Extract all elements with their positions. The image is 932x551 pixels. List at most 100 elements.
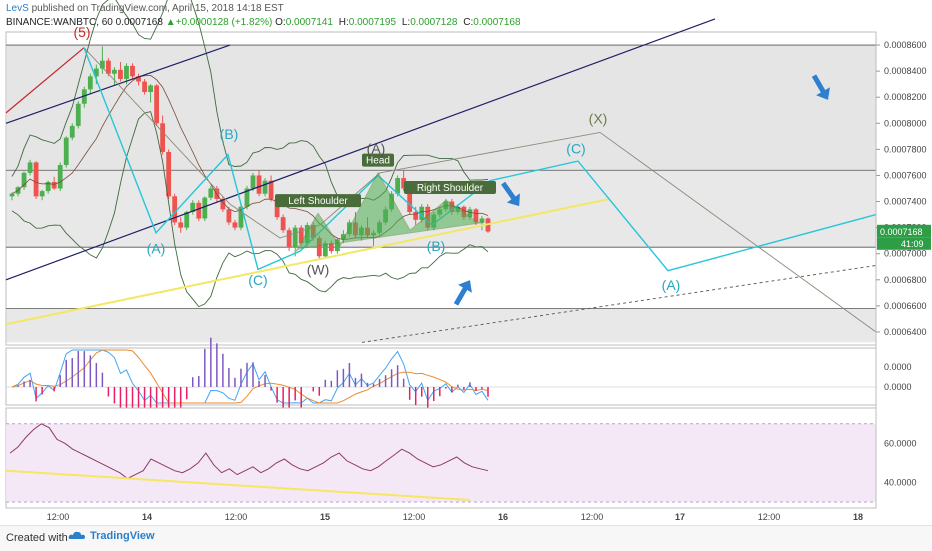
candle — [99, 46, 105, 74]
down-arrow-icon — [811, 74, 830, 100]
signal-line — [11, 349, 489, 404]
candle-body — [268, 180, 274, 199]
time-axis[interactable]: 12:00 14 12:00 15 12:00 16 12:00 17 12:00 18 — [6, 507, 876, 522]
wave-label: (A) — [147, 241, 166, 257]
symbol-bar: BINANCE:WANBTC, 60 0.0007168 ▲+0.0000128… — [6, 17, 524, 28]
candle — [220, 196, 226, 212]
countdown-label: 41:09 — [901, 239, 924, 249]
price-tick-label: 0.0006600 — [884, 301, 927, 311]
candle-body — [328, 243, 334, 252]
symbol-label[interactable]: BINANCE:WANBTC, 60 — [6, 17, 113, 28]
candle-body — [124, 65, 129, 79]
macd-line — [11, 349, 489, 404]
candle — [154, 84, 160, 126]
time-tick-label: 12:00 — [47, 512, 70, 522]
macd-tick-label: 0.0000 — [884, 362, 912, 372]
candle — [33, 161, 39, 199]
up-arrow-icon — [453, 280, 472, 306]
time-tick-label: 12:00 — [581, 512, 604, 522]
candle — [419, 204, 425, 223]
candle-body — [130, 65, 135, 77]
price-pane[interactable]: Left Shoulder Head Right Shoulder (5) (B) (A)… — [5, 0, 877, 346]
candle — [27, 159, 33, 176]
time-tick-label: 12:00 — [403, 512, 426, 522]
candle — [136, 73, 141, 86]
candle-body — [69, 125, 75, 138]
price-tick-label: 0.0008000 — [884, 118, 927, 128]
candle-body — [27, 162, 33, 173]
candle-body — [112, 69, 117, 74]
wave-label: (5) — [73, 24, 90, 40]
projection-dashed-line — [361, 265, 877, 343]
candle-body — [136, 76, 141, 82]
wave-label: (W) — [307, 262, 330, 278]
candle — [256, 170, 262, 197]
candle — [178, 217, 184, 233]
candle — [148, 84, 153, 103]
candle-body — [340, 234, 346, 240]
candle-body — [208, 188, 214, 198]
pattern-label: Left Shoulder — [288, 196, 348, 207]
candle — [45, 180, 51, 194]
macd-tick-label: 0.0000 — [884, 382, 912, 392]
candle-body — [45, 181, 51, 192]
wave-label: (B) — [220, 126, 239, 142]
open-label: O: — [275, 17, 286, 28]
rsi-pane[interactable]: 60.0000 40.0000 — [5, 407, 917, 509]
candle — [57, 162, 63, 192]
candle — [142, 78, 147, 95]
candle-body — [322, 243, 328, 257]
candle-body — [172, 196, 178, 223]
candle — [112, 67, 117, 86]
open-value: 0.0007141 — [285, 17, 333, 28]
pattern-label: Right Shoulder — [417, 183, 484, 194]
arrow-head — [506, 193, 520, 207]
time-tick-label: 12:00 — [758, 512, 781, 522]
arrow-head — [816, 87, 830, 100]
pattern-label: Head — [366, 156, 390, 167]
up-triangle-icon: ▲ — [165, 17, 176, 28]
support-zone — [6, 308, 876, 343]
price-change: +0.0000128 (+1.82%) — [175, 17, 273, 28]
candle — [39, 189, 45, 201]
candle-body — [154, 85, 160, 124]
countdown-tag — [877, 237, 931, 250]
time-tick-label: 17 — [675, 512, 685, 522]
wave-label: (C) — [248, 272, 267, 288]
publish-info: LevS published on TradingView.com, April… — [6, 3, 284, 14]
candle — [202, 196, 208, 222]
rsi-line — [9, 423, 489, 480]
price-axis[interactable]: 0.0008600 0.0008400 0.0008200 0.0008000 0.00… — [875, 32, 931, 508]
candle-body — [220, 198, 226, 210]
candle — [262, 178, 268, 197]
macd-pane[interactable]: 0.0000 0.0000 — [5, 337, 912, 450]
candle-body — [262, 180, 268, 194]
last-price-tag — [877, 224, 931, 238]
candle-body — [190, 202, 196, 212]
candle-body — [280, 217, 286, 231]
candle — [118, 61, 123, 82]
candle — [9, 192, 15, 201]
rsi-trendline — [5, 469, 471, 502]
tradingview-logo[interactable]: TradingView — [68, 530, 155, 542]
candle — [75, 101, 81, 129]
time-tick-label: 15 — [320, 512, 330, 522]
candle — [232, 219, 238, 231]
publish-text: published on TradingView.com, April 15, … — [31, 3, 284, 14]
wave-label: (C) — [566, 140, 585, 156]
head-shoulders-pattern — [295, 171, 485, 252]
candle-body — [473, 209, 479, 223]
tradingview-cloud-icon — [68, 531, 85, 540]
price-tick-label: 0.0008600 — [884, 40, 927, 50]
candle — [160, 115, 166, 155]
candle-body — [57, 165, 63, 189]
candle — [401, 170, 407, 192]
candle — [238, 204, 244, 231]
bollinger-upper — [11, 0, 489, 203]
candle-body — [461, 206, 467, 218]
low-value: 0.0007128 — [410, 17, 458, 28]
author-link[interactable]: LevS — [6, 3, 29, 14]
candle-body — [118, 69, 123, 79]
candle — [250, 172, 256, 192]
